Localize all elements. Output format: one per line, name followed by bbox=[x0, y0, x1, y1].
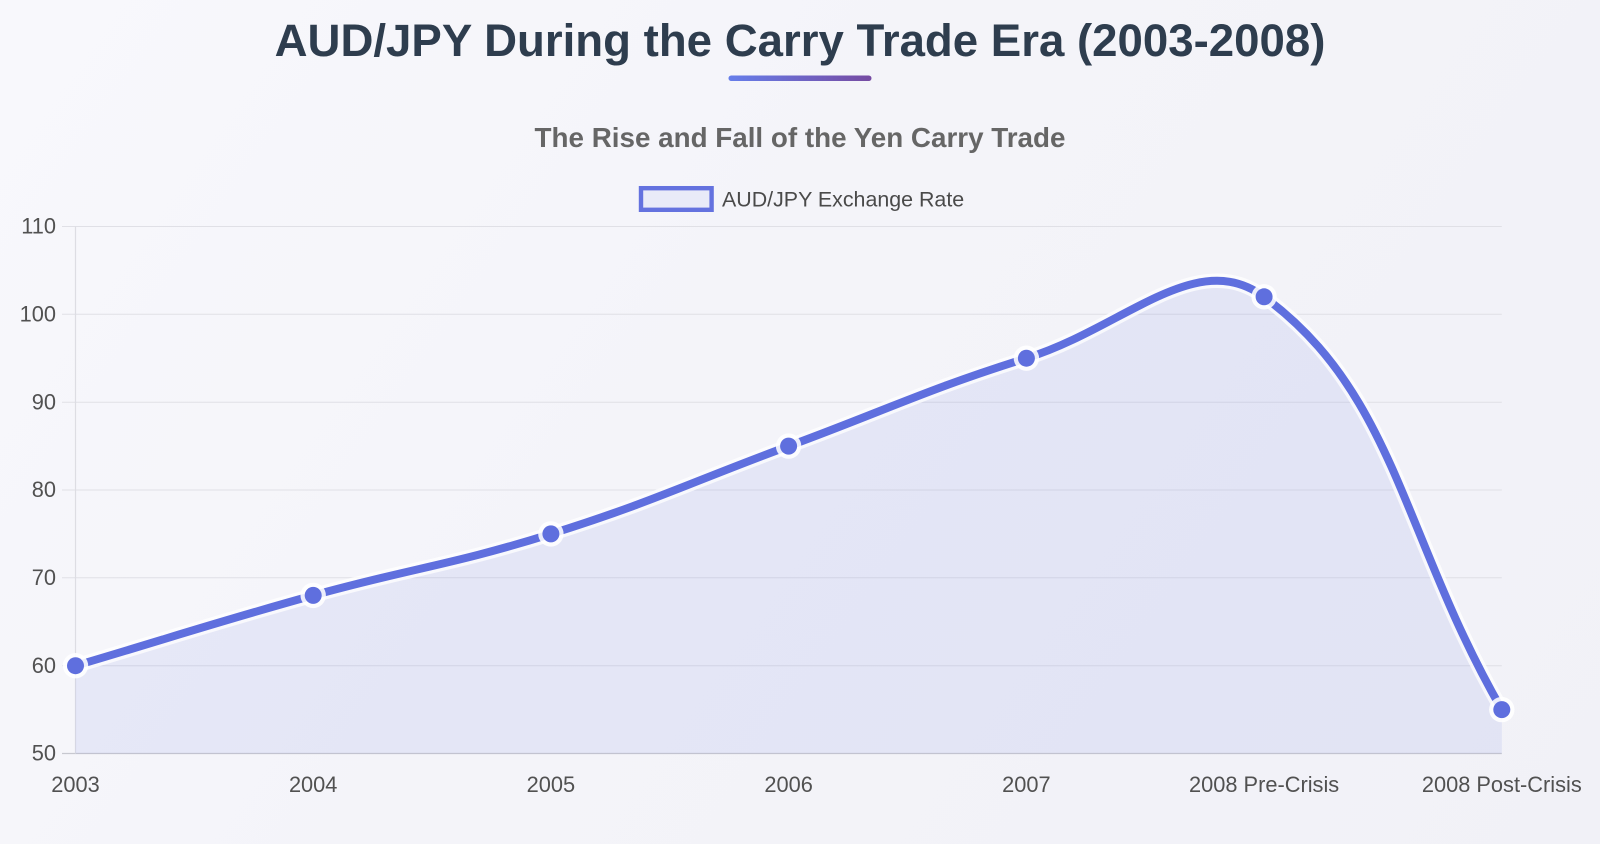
svg-text:100: 100 bbox=[20, 302, 56, 327]
svg-text:2004: 2004 bbox=[289, 772, 338, 797]
svg-text:60: 60 bbox=[32, 653, 56, 678]
svg-text:2005: 2005 bbox=[527, 772, 576, 797]
svg-text:2003: 2003 bbox=[51, 772, 100, 797]
svg-text:AUD/JPY During the Carry Trade: AUD/JPY During the Carry Trade Era (2003… bbox=[275, 15, 1326, 66]
svg-text:The Rise and Fall of the Yen C: The Rise and Fall of the Yen Carry Trade bbox=[535, 122, 1066, 153]
svg-text:AUD/JPY Exchange Rate: AUD/JPY Exchange Rate bbox=[722, 188, 964, 212]
svg-text:2007: 2007 bbox=[1002, 772, 1051, 797]
svg-text:90: 90 bbox=[32, 389, 56, 414]
svg-text:50: 50 bbox=[32, 741, 56, 766]
svg-text:2006: 2006 bbox=[764, 772, 813, 797]
svg-text:80: 80 bbox=[32, 477, 56, 502]
svg-text:110: 110 bbox=[21, 214, 56, 239]
svg-text:70: 70 bbox=[32, 565, 56, 590]
svg-text:2008 Pre-Crisis: 2008 Pre-Crisis bbox=[1189, 772, 1339, 797]
svg-text:2008 Post-Crisis: 2008 Post-Crisis bbox=[1422, 772, 1582, 797]
